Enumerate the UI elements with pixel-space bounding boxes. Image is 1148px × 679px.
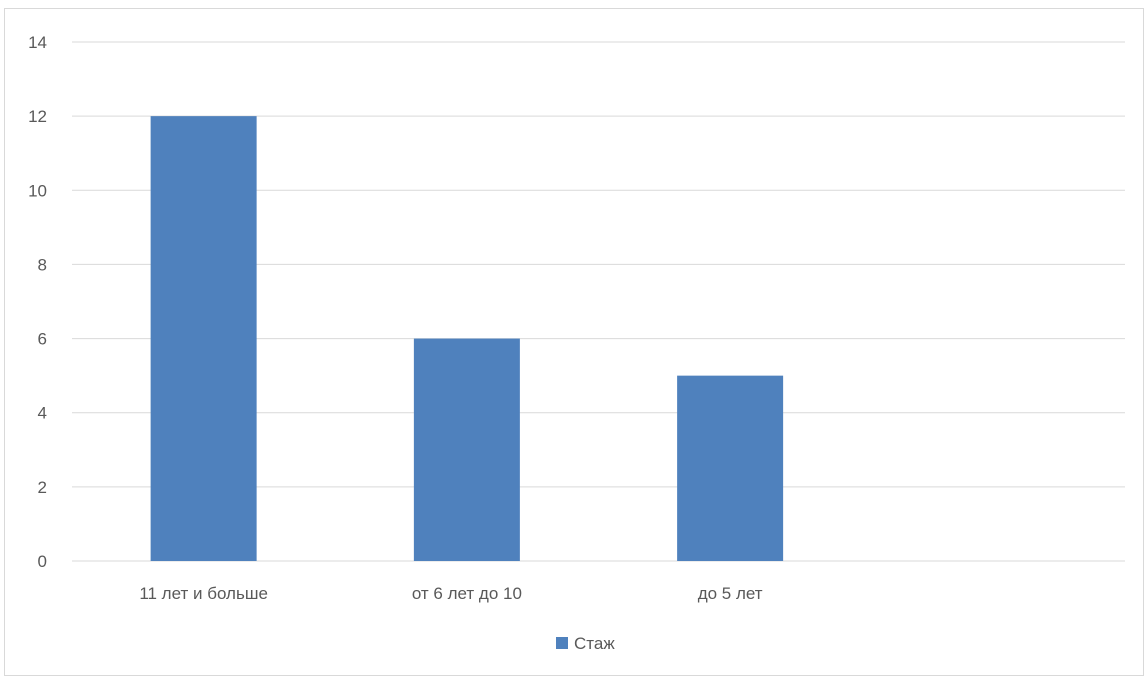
bar bbox=[150, 116, 257, 562]
legend-swatch bbox=[556, 637, 568, 649]
legend: Стаж bbox=[556, 634, 615, 653]
y-tick-label: 4 bbox=[38, 404, 47, 423]
y-tick-label: 2 bbox=[38, 478, 47, 497]
y-tick-label: 8 bbox=[38, 255, 47, 274]
x-axis-labels: 11 лет и больше от 6 лет до 10 до 5 лет bbox=[139, 584, 762, 603]
y-tick-label: 14 bbox=[28, 33, 47, 52]
bar bbox=[413, 338, 520, 561]
legend-label: Стаж bbox=[574, 634, 615, 653]
y-tick-label: 0 bbox=[38, 552, 47, 571]
y-tick-label: 6 bbox=[38, 330, 47, 349]
x-tick-label: от 6 лет до 10 bbox=[412, 584, 522, 603]
y-axis-ticks: 0 2 4 6 8 10 12 14 bbox=[28, 33, 47, 571]
x-tick-label: до 5 лет bbox=[698, 584, 763, 603]
y-tick-label: 12 bbox=[28, 107, 47, 126]
bar bbox=[677, 375, 784, 561]
bars bbox=[150, 116, 784, 562]
x-tick-label: 11 лет и больше bbox=[139, 584, 268, 603]
y-tick-label: 10 bbox=[28, 181, 47, 200]
